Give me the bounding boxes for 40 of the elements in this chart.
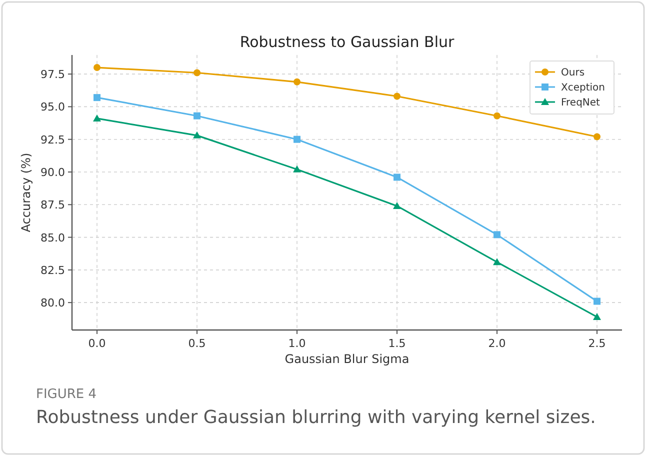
y-tick-label: 80.0 [40, 296, 65, 310]
y-tick-label: 82.5 [40, 264, 65, 277]
legend-label: Xception [561, 82, 606, 94]
y-tick-label: 90.0 [40, 166, 65, 179]
chart-title: Robustness to Gaussian Blur [240, 33, 455, 51]
text: Robustness under Gaussian blurring with varying kernel sizes. [36, 407, 596, 428]
y-tick-label: 85.0 [40, 231, 65, 244]
point [194, 112, 200, 120]
point [594, 133, 600, 140]
point [93, 114, 101, 122]
point [394, 92, 400, 100]
legend-label: Ours [561, 68, 585, 78]
x-tick-label: 2.5 [588, 337, 606, 350]
x-tick-label: 0.0 [88, 337, 106, 350]
point [494, 231, 500, 238]
x-tick-label: 2.0 [488, 337, 506, 350]
point [293, 165, 301, 172]
y-tick-label: 92.5 [40, 133, 65, 146]
point [193, 131, 201, 138]
legend-label: FreqNet [561, 98, 600, 108]
point [494, 112, 500, 120]
point [594, 298, 600, 305]
point [94, 64, 100, 72]
x-tick-label: 0.5 [188, 337, 206, 350]
point [194, 69, 200, 76]
x-axis-title: Gaussian Blur Sigma [284, 352, 410, 366]
y-axis-title: Accuracy (%) [19, 152, 33, 232]
point [94, 94, 100, 102]
y-tick-label: 97.5 [40, 68, 65, 82]
point [294, 78, 300, 86]
point [394, 174, 400, 181]
caption: FIGURE 4 [36, 387, 97, 402]
x-tick-label: 1.0 [288, 337, 306, 350]
y-tick-label: 87.5 [40, 198, 65, 212]
point [393, 202, 401, 209]
point [294, 136, 300, 143]
y-tick-label: 95.0 [40, 100, 65, 114]
point [493, 258, 501, 266]
point [593, 312, 601, 320]
x-tick-label: 1.5 [388, 337, 406, 350]
